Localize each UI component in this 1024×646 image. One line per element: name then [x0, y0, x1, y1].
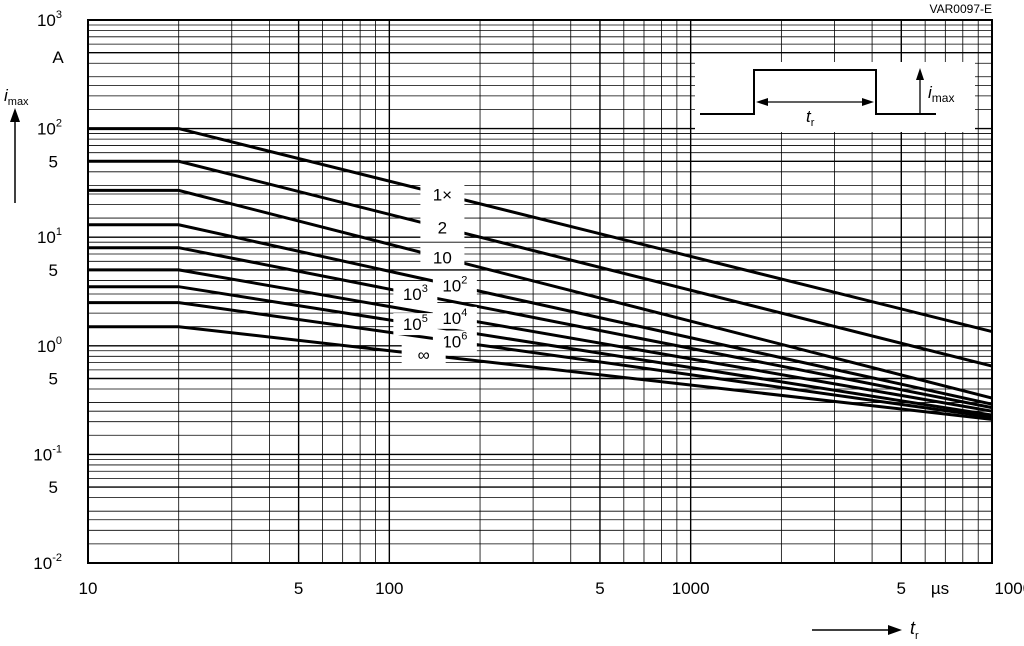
svg-text:103: 103	[403, 283, 428, 304]
inset-background	[695, 62, 975, 132]
y-axis-arrowhead	[10, 108, 20, 122]
x-tick-label: 10000	[994, 579, 1024, 598]
x-axis-arrowhead	[888, 625, 902, 635]
inset-height-subscript: max	[932, 91, 955, 105]
y-tick-label: 100	[37, 335, 62, 356]
y-tick-label: 5	[49, 261, 58, 280]
x-axis-symbol: t	[910, 618, 916, 638]
svg-text:106: 106	[442, 331, 467, 352]
x-tick-labels: 10 5 100 5 1000 5 10000	[79, 579, 1024, 598]
y-axis-subscript: max	[8, 96, 29, 108]
svg-text:imax: imax	[4, 86, 29, 108]
curve-2	[88, 159, 993, 368]
figure-code: VAR0097-E	[930, 2, 992, 16]
svg-text:105: 105	[403, 313, 428, 334]
curve-10^6	[88, 301, 993, 419]
curve-10^2	[88, 223, 993, 406]
curve-10^3	[88, 246, 993, 410]
curve-10^4	[88, 268, 993, 413]
y-tick-label: 10-2	[33, 552, 62, 573]
y-unit: A	[52, 48, 64, 67]
svg-text:∞: ∞	[418, 346, 430, 365]
x-axis-label: tr	[812, 618, 919, 642]
svg-text:imax: imax	[928, 83, 954, 105]
svg-text:104: 104	[442, 307, 467, 328]
y-axis-label: imax	[4, 86, 29, 203]
plot-frame	[87, 19, 993, 564]
y-axis-symbol: i	[4, 86, 9, 105]
pulse-shape	[700, 69, 936, 115]
curve-label-1×: 1×	[420, 183, 465, 206]
svg-text:tr: tr	[806, 107, 815, 129]
svg-text:2: 2	[438, 219, 447, 238]
curve-label-10^3: 103	[393, 283, 438, 306]
pulse-inset: tr imax	[695, 62, 975, 132]
curve-label-10: 10	[420, 246, 465, 269]
dimension-arrowhead-left	[756, 98, 768, 106]
x-tick-label: 5	[897, 579, 906, 598]
curves	[88, 127, 993, 421]
y-tick-label: 10-1	[33, 443, 62, 464]
x-tick-label: 5	[595, 579, 604, 598]
x-tick-label: 10	[79, 579, 98, 598]
inset-width-symbol: t	[806, 107, 812, 126]
curve-label-10^2: 102	[432, 274, 477, 297]
inset-height-symbol: i	[928, 83, 933, 102]
y-tick-label: 103	[37, 9, 62, 30]
inset-width-subscript: r	[811, 117, 815, 129]
svg-text:10: 10	[433, 249, 452, 268]
x-tick-label: 5	[294, 579, 303, 598]
y-tick-labels: 103 102 5 101 5 100 5 10-1 5 10-2	[33, 9, 62, 573]
curve-label-10^5: 105	[393, 313, 438, 336]
y-tick-label: 5	[49, 369, 58, 388]
curve-∞	[88, 325, 993, 421]
dimension-arrowhead-right	[862, 98, 874, 106]
y-tick-label: 5	[49, 152, 58, 171]
curve-label-10^4: 104	[432, 306, 477, 329]
curve-1×	[88, 127, 993, 334]
curve-10^5	[88, 285, 993, 417]
x-tick-label: 1000	[672, 579, 710, 598]
curve-label-∞: ∞	[401, 343, 446, 366]
curve-labels: 1× 2 10 102 103 104 105 106 ∞	[393, 183, 477, 366]
y-tick-label: 101	[37, 226, 62, 247]
svg-text:tr: tr	[910, 618, 919, 642]
curve-label-2: 2	[420, 216, 465, 239]
x-axis-subscript: r	[915, 630, 919, 642]
y-tick-label: 5	[49, 478, 58, 497]
x-unit: µs	[931, 579, 949, 598]
x-tick-label: 100	[375, 579, 403, 598]
height-arrowhead	[916, 68, 924, 80]
svg-text:102: 102	[442, 275, 467, 296]
curve-10	[88, 188, 993, 400]
svg-text:1×: 1×	[433, 185, 452, 204]
y-tick-label: 102	[37, 118, 62, 139]
